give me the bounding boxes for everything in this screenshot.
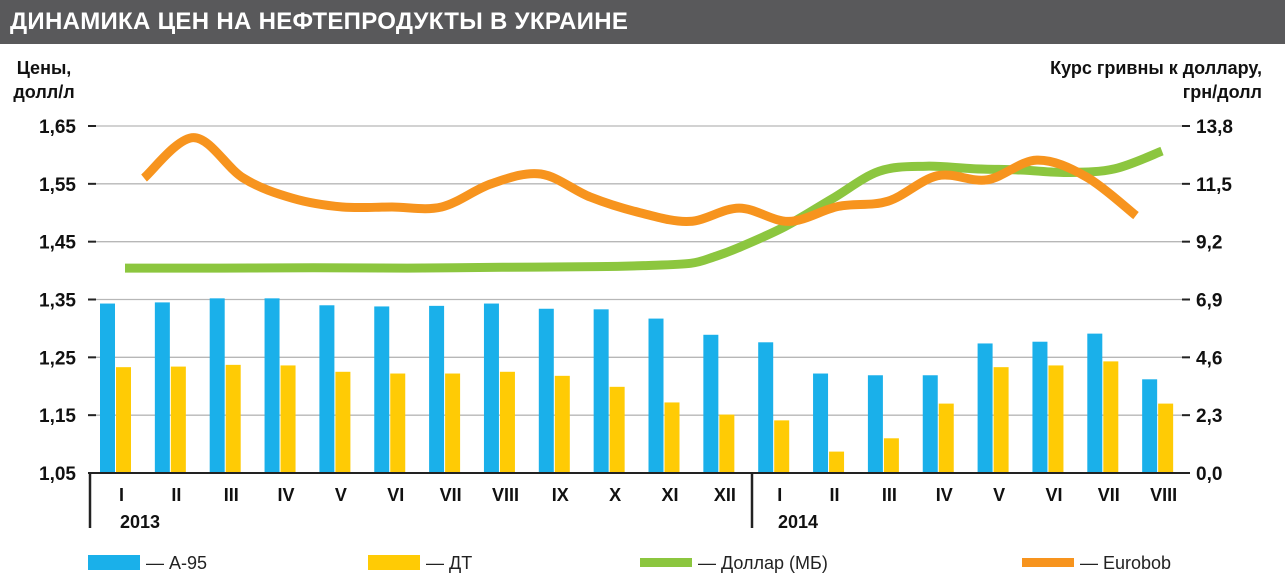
x-tick-label: III	[882, 485, 897, 505]
line-dollar	[125, 146, 1164, 273]
left-tick-label: 1,35	[39, 291, 76, 312]
left-tick-label: 1,55	[39, 175, 76, 196]
bar-a95	[154, 302, 170, 473]
x-tick-label: VI	[387, 485, 404, 505]
left-axis-title-line2: долл/л	[13, 82, 74, 102]
bars	[100, 298, 1174, 473]
line-eurobob	[140, 133, 1139, 226]
chart-title: ДИНАМИКА ЦЕН НА НЕФТЕПРОДУКТЫ В УКРАИНЕ	[10, 8, 629, 35]
bar-a95	[429, 305, 445, 473]
x-tick-label: III	[224, 485, 239, 505]
bar-a95	[648, 318, 664, 473]
right-tick-label: 13,8	[1196, 117, 1233, 138]
right-axis-title-line1: Курс гривны к доллару,	[1050, 58, 1262, 78]
x-tick-label: X	[609, 485, 621, 505]
left-tick-label: 1,25	[39, 348, 76, 369]
legend: — А-95 — ДТ — Доллар (МБ) — Eurobob	[88, 553, 1171, 573]
bar-dt	[1103, 361, 1119, 473]
legend-label: — Доллар (МБ)	[698, 553, 828, 573]
bar-a95	[922, 375, 938, 473]
right-tick-label: 0,0	[1196, 464, 1222, 485]
x-tick-label: V	[335, 485, 347, 505]
bar-dt	[1158, 403, 1174, 473]
x-tick-label: VII	[440, 485, 462, 505]
bar-dt	[499, 371, 515, 473]
bar-a95	[209, 298, 225, 473]
title-bar: ДИНАМИКА ЦЕН НА НЕФТЕПРОДУКТЫ В УКРАИНЕ	[0, 0, 1285, 44]
bar-dt	[225, 364, 241, 473]
bar-a95	[483, 303, 499, 473]
bar-dt	[664, 402, 680, 473]
x-tick-label: I	[119, 485, 124, 505]
right-tick-label: 6,9	[1196, 291, 1222, 312]
bar-a95	[703, 334, 719, 473]
x-tick-label: IV	[278, 485, 295, 505]
x-tick-label: VII	[1098, 485, 1120, 505]
bar-dt	[993, 367, 1009, 473]
bar-a95	[1032, 341, 1048, 473]
grid	[90, 125, 1188, 416]
bar-dt	[774, 420, 790, 473]
legend-label: — ДТ	[426, 553, 472, 573]
left-axis-title-line1: Цены,	[17, 58, 72, 78]
bar-dt	[170, 366, 186, 473]
bar-a95	[374, 306, 390, 473]
x-tick-label: IV	[936, 485, 953, 505]
x-tick-label: II	[830, 485, 840, 505]
right-axis-title-line2: грн/долл	[1183, 82, 1262, 102]
bar-a95	[867, 375, 883, 473]
left-tick-label: 1,45	[39, 233, 76, 254]
lines	[125, 133, 1164, 273]
legend-label: — Eurobob	[1080, 553, 1171, 573]
bar-a95	[100, 303, 115, 473]
left-tick-label: 1,05	[39, 464, 76, 485]
x-tick-label: XII	[714, 485, 736, 505]
x-tick-label: VIII	[492, 485, 519, 505]
bar-dt	[554, 375, 570, 473]
year-label: 2013	[120, 512, 160, 532]
x-tick-label: VI	[1045, 485, 1062, 505]
axes: 1,65 13,8 1,55 11,5 1,45 9,2 1,35 6,9 1,25 4,6 1,1…	[13, 58, 1262, 532]
legend-swatch	[640, 558, 692, 567]
bar-dt	[390, 373, 406, 473]
x-tick-label: IX	[552, 485, 569, 505]
bar-a95	[758, 342, 774, 473]
year-label: 2014	[778, 512, 818, 532]
right-tick-label: 9,2	[1196, 233, 1222, 254]
bar-a95	[264, 298, 280, 473]
right-tick-label: 4,6	[1196, 348, 1222, 369]
bar-a95	[319, 305, 335, 473]
x-tick-label: V	[993, 485, 1005, 505]
bar-a95	[813, 373, 829, 473]
bar-dt	[829, 451, 845, 473]
x-tick-label: XI	[661, 485, 678, 505]
x-tick-label: I	[777, 485, 782, 505]
bar-dt	[1048, 365, 1064, 473]
bar-a95	[1142, 379, 1158, 473]
bar-a95	[593, 309, 609, 473]
legend-swatch	[368, 555, 420, 570]
bar-a95	[977, 343, 993, 473]
x-tick-label: VIII	[1150, 485, 1177, 505]
bar-dt	[280, 365, 296, 473]
bar-dt	[445, 373, 461, 473]
left-tick-label: 1,15	[39, 406, 76, 427]
bar-dt	[938, 403, 954, 473]
bar-dt	[609, 386, 625, 473]
legend-label: — А-95	[146, 553, 207, 573]
bar-dt	[719, 414, 735, 473]
bar-dt	[883, 438, 899, 473]
right-tick-label: 11,5	[1196, 175, 1232, 196]
bar-a95	[538, 308, 554, 473]
x-tick-label: II	[171, 485, 181, 505]
right-tick-label: 2,3	[1196, 406, 1222, 427]
bar-a95	[1087, 333, 1103, 473]
legend-swatch	[1022, 558, 1074, 567]
bar-dt	[335, 371, 351, 473]
legend-swatch	[88, 555, 140, 570]
bar-dt	[116, 367, 131, 473]
left-tick-label: 1,65	[39, 117, 76, 138]
